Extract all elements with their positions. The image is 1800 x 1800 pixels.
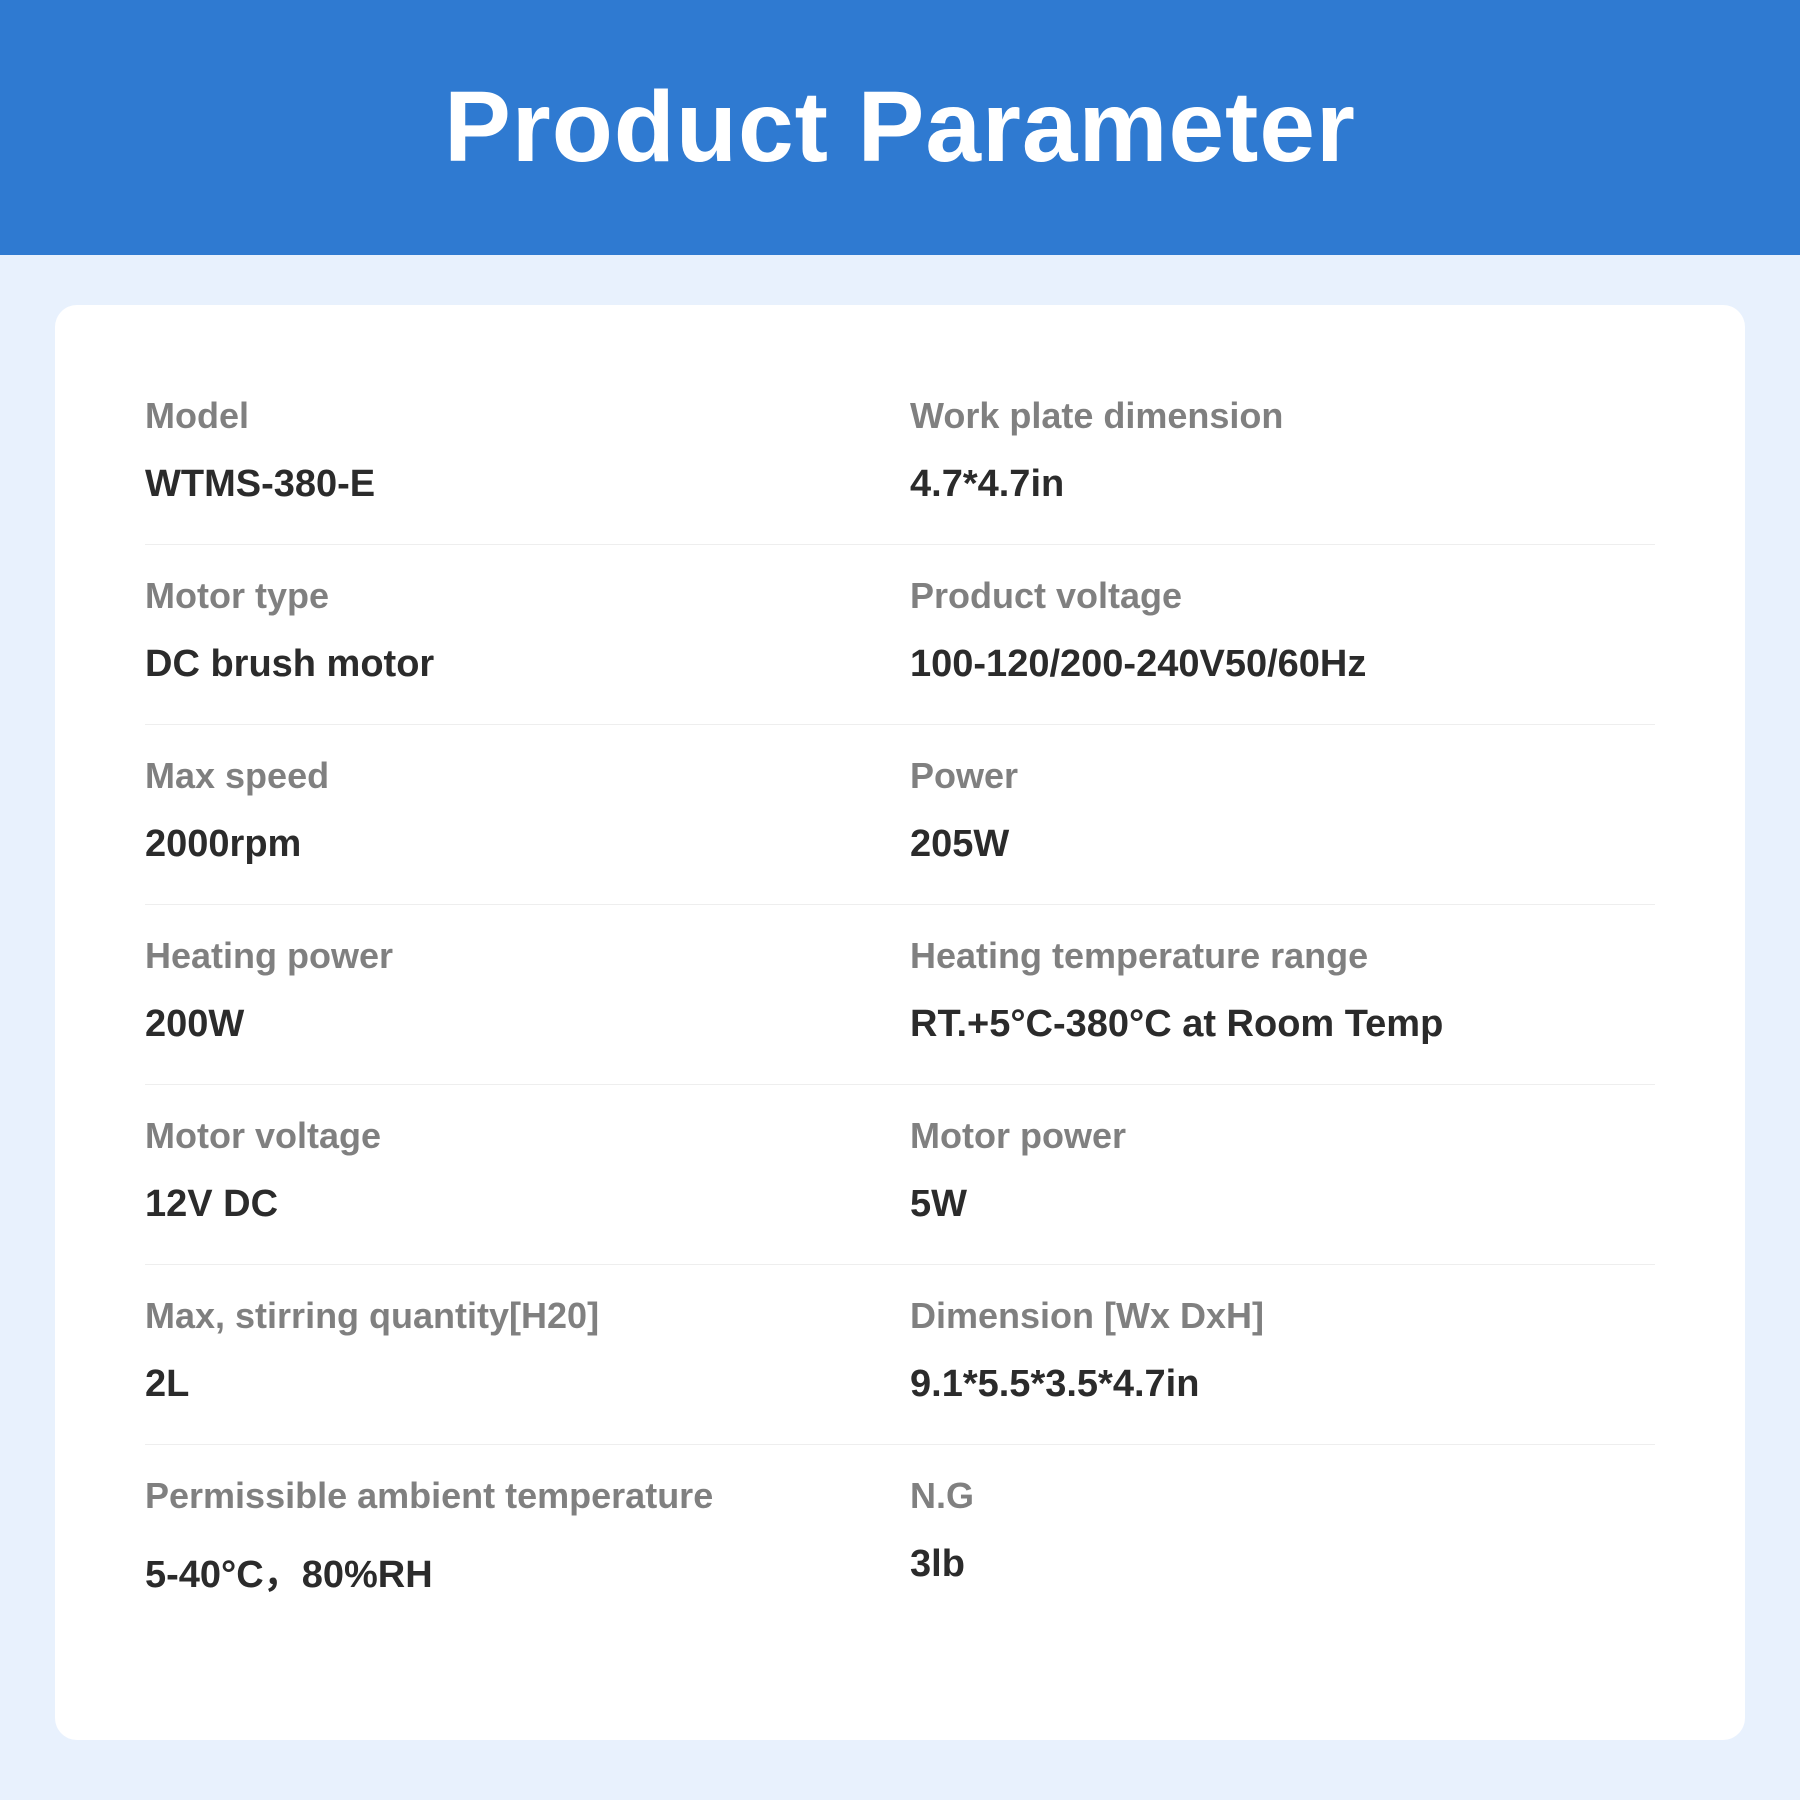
spec-cell-left: Model WTMS-380-E bbox=[145, 395, 900, 506]
spec-value: 2L bbox=[145, 1363, 900, 1406]
spec-cell-right: N.G 3lb bbox=[900, 1475, 1655, 1598]
spec-cell-left: Motor voltage 12V DC bbox=[145, 1115, 900, 1226]
spec-value: 5-40°C，80%RH bbox=[145, 1543, 900, 1598]
spec-label: Max speed bbox=[145, 755, 900, 797]
spec-row: Permissible ambient temperature 5-40°C，8… bbox=[145, 1445, 1655, 1636]
spec-label: Product voltage bbox=[910, 575, 1655, 617]
content-area: Model WTMS-380-E Work plate dimension 4.… bbox=[0, 255, 1800, 1800]
spec-cell-right: Dimension [Wx DxH] 9.1*5.5*3.5*4.7in bbox=[900, 1295, 1655, 1406]
spec-cell-right: Product voltage 100-120/200-240V50/60Hz bbox=[900, 575, 1655, 686]
page-title: Product Parameter bbox=[444, 70, 1356, 185]
spec-value: 2000rpm bbox=[145, 823, 900, 866]
spec-cell-left: Heating power 200W bbox=[145, 935, 900, 1046]
title-header: Product Parameter bbox=[0, 0, 1800, 255]
spec-label: Max, stirring quantity[H20] bbox=[145, 1295, 900, 1337]
spec-label: Heating temperature range bbox=[910, 935, 1655, 977]
spec-value: 12V DC bbox=[145, 1183, 900, 1226]
spec-cell-right: Heating temperature range RT.+5°C-380°C … bbox=[900, 935, 1655, 1046]
spec-label: Permissible ambient temperature bbox=[145, 1475, 900, 1517]
spec-row: Max, stirring quantity[H20] 2L Dimension… bbox=[145, 1265, 1655, 1445]
spec-value: DC brush motor bbox=[145, 643, 900, 686]
spec-value: 100-120/200-240V50/60Hz bbox=[910, 643, 1655, 686]
spec-row: Max speed 2000rpm Power 205W bbox=[145, 725, 1655, 905]
spec-value: 5W bbox=[910, 1183, 1655, 1226]
spec-value: 4.7*4.7in bbox=[910, 463, 1655, 506]
spec-value: 205W bbox=[910, 823, 1655, 866]
spec-label: Motor type bbox=[145, 575, 900, 617]
spec-cell-left: Permissible ambient temperature 5-40°C，8… bbox=[145, 1475, 900, 1598]
spec-label: Work plate dimension bbox=[910, 395, 1655, 437]
spec-cell-left: Motor type DC brush motor bbox=[145, 575, 900, 686]
spec-label: Heating power bbox=[145, 935, 900, 977]
spec-label: Motor voltage bbox=[145, 1115, 900, 1157]
spec-label: Model bbox=[145, 395, 900, 437]
spec-card: Model WTMS-380-E Work plate dimension 4.… bbox=[55, 305, 1745, 1740]
spec-row: Motor type DC brush motor Product voltag… bbox=[145, 545, 1655, 725]
spec-value: WTMS-380-E bbox=[145, 463, 900, 506]
spec-value: 200W bbox=[145, 1003, 900, 1046]
spec-value: 3lb bbox=[910, 1543, 1655, 1586]
spec-row: Motor voltage 12V DC Motor power 5W bbox=[145, 1085, 1655, 1265]
spec-cell-right: Motor power 5W bbox=[900, 1115, 1655, 1226]
spec-cell-right: Power 205W bbox=[900, 755, 1655, 866]
spec-cell-left: Max, stirring quantity[H20] 2L bbox=[145, 1295, 900, 1406]
spec-row: Heating power 200W Heating temperature r… bbox=[145, 905, 1655, 1085]
spec-row: Model WTMS-380-E Work plate dimension 4.… bbox=[145, 365, 1655, 545]
spec-cell-left: Max speed 2000rpm bbox=[145, 755, 900, 866]
spec-label: N.G bbox=[910, 1475, 1655, 1517]
spec-label: Power bbox=[910, 755, 1655, 797]
spec-value: 9.1*5.5*3.5*4.7in bbox=[910, 1363, 1655, 1406]
spec-label: Dimension [Wx DxH] bbox=[910, 1295, 1655, 1337]
spec-label: Motor power bbox=[910, 1115, 1655, 1157]
spec-cell-right: Work plate dimension 4.7*4.7in bbox=[900, 395, 1655, 506]
spec-value: RT.+5°C-380°C at Room Temp bbox=[910, 1003, 1655, 1046]
